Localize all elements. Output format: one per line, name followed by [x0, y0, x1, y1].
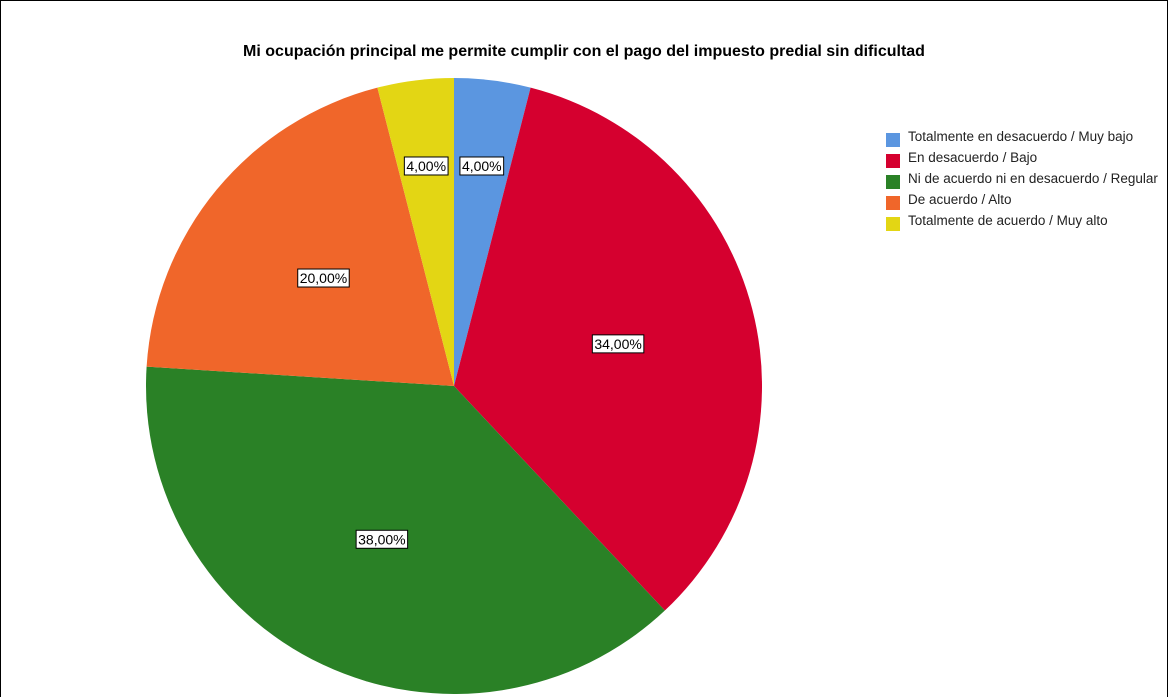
data-label: 20,00% [300, 270, 347, 286]
legend-item: Ni de acuerdo ni en desacuerdo / Regular [886, 171, 1168, 189]
data-label: 34,00% [594, 336, 641, 352]
slice [146, 87, 454, 386]
legend-swatch [886, 175, 900, 189]
legend-swatch [886, 154, 900, 168]
slice [454, 78, 531, 386]
legend-item: De acuerdo / Alto [886, 192, 1168, 210]
slice [377, 78, 454, 386]
legend-swatch [886, 196, 900, 210]
legend: Totalmente en desacuerdo / Muy bajo En de… [886, 129, 1168, 236]
legend-label: Totalmente en desacuerdo / Muy bajo [908, 129, 1134, 144]
slices [145, 78, 762, 694]
data-label: 4,00% [462, 158, 502, 174]
data-label-box [355, 529, 409, 549]
legend-label: De acuerdo / Alto [908, 192, 1012, 207]
data-label-box [403, 156, 449, 176]
data-label-box [591, 334, 645, 354]
legend-label: Ni de acuerdo ni en desacuerdo / Regular [908, 171, 1158, 186]
data-label: 38,00% [358, 531, 405, 547]
data-label-box [459, 156, 505, 176]
legend-item: En desacuerdo / Bajo [886, 150, 1168, 168]
chart-title: Mi ocupación principal me permite cumpli… [243, 43, 925, 60]
data-label: 4,00% [406, 158, 446, 174]
labels: 4,00% 34,00% 38,00% 20,00% 4,00% [297, 156, 645, 549]
legend-item: Totalmente en desacuerdo / Muy bajo [886, 129, 1168, 147]
legend-label: En desacuerdo / Bajo [908, 150, 1038, 165]
legend-item: Totalmente de acuerdo / Muy alto [886, 213, 1168, 231]
legend-label: Totalmente de acuerdo / Muy alto [908, 213, 1108, 228]
legend-swatch [886, 133, 900, 147]
legend-swatch [886, 217, 900, 231]
data-label-box [297, 268, 350, 288]
